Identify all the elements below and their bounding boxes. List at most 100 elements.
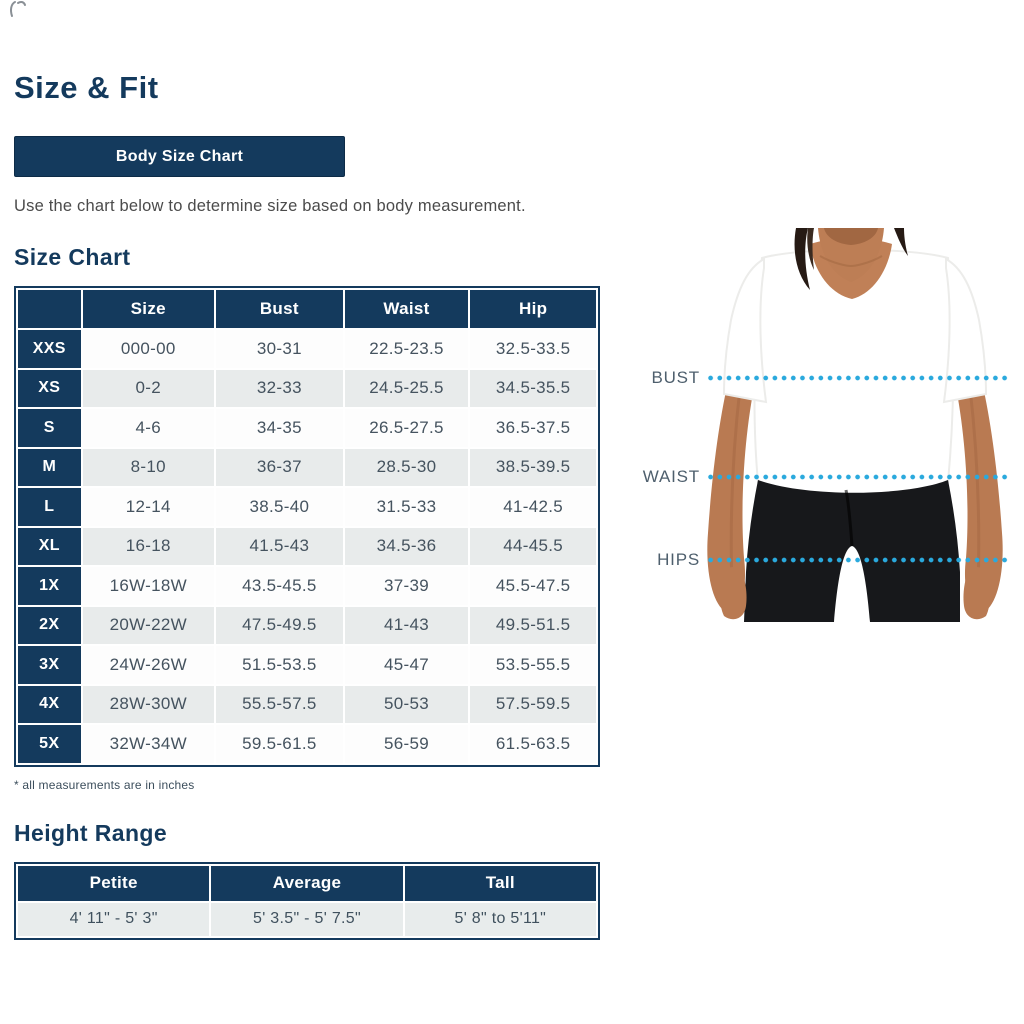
- height-range-table: Petite Average Tall 4' 11" - 5' 3" 5' 3.…: [14, 861, 600, 940]
- column-header-average: Average: [211, 865, 403, 901]
- bust-cell: 43.5-45.5: [216, 567, 343, 605]
- hip-cell: 61.5-63.5: [470, 725, 596, 763]
- size-row-3x: 3X 24W-26W 51.5-53.5 45-47 53.5-55.5: [18, 646, 596, 684]
- height-range-header-row: Petite Average Tall: [18, 865, 596, 901]
- waist-cell: 24.5-25.5: [344, 369, 469, 407]
- hip-cell: 53.5-55.5: [470, 646, 596, 684]
- bust-cell: 36-37: [216, 448, 343, 486]
- hip-cell: 41-42.5: [470, 488, 596, 526]
- average-range-cell: 5' 3.5" - 5' 7.5": [211, 902, 403, 936]
- height-range-values-row: 4' 11" - 5' 3" 5' 3.5" - 5' 7.5" 5' 8" t…: [18, 902, 596, 936]
- row-label: 1X: [18, 567, 81, 605]
- size-row-m: M 8-10 36-37 28.5-30 38.5-39.5: [18, 448, 596, 486]
- corner-artifact: [10, 0, 26, 17]
- hip-cell: 32.5-33.5: [470, 330, 596, 368]
- measurement-figure: BUST WAIST HIPS: [620, 228, 1020, 628]
- measurements-footnote: * all measurements are in inches: [14, 777, 195, 792]
- size-row-5x: 5X 32W-34W 59.5-61.5 56-59 61.5-63.5: [18, 725, 596, 763]
- size-cell: 28W-30W: [82, 685, 215, 723]
- hip-cell: 57.5-59.5: [470, 685, 596, 723]
- column-header-size: Size: [82, 290, 215, 328]
- bust-cell: 59.5-61.5: [216, 725, 343, 763]
- hips-label: HIPS: [657, 550, 700, 569]
- column-header-bust: Bust: [216, 290, 343, 328]
- row-label: 2X: [18, 606, 81, 644]
- size-row-xs: XS 0-2 32-33 24.5-25.5 34.5-35.5: [18, 369, 596, 407]
- size-chart-table: Size Bust Waist Hip XXS 000-00 30-31 22.…: [14, 286, 600, 767]
- waist-cell: 41-43: [344, 606, 469, 644]
- waist-label: WAIST: [642, 467, 700, 486]
- waist-cell: 22.5-23.5: [344, 330, 469, 368]
- size-cell: 16-18: [82, 527, 215, 565]
- column-header-waist: Waist: [344, 290, 469, 328]
- row-label: XL: [18, 527, 81, 565]
- waist-cell: 56-59: [344, 725, 469, 763]
- hip-cell: 36.5-37.5: [470, 409, 596, 447]
- row-label: XXS: [18, 330, 81, 368]
- row-label: M: [18, 448, 81, 486]
- waist-dotted-line: [706, 474, 1011, 480]
- size-cell: 16W-18W: [82, 567, 215, 605]
- row-label: 5X: [18, 725, 81, 763]
- model-photo: [707, 228, 1003, 622]
- bust-dotted-line: [706, 375, 1011, 381]
- size-cell: 000-00: [82, 330, 215, 368]
- row-label: XS: [18, 369, 81, 407]
- bust-cell: 34-35: [216, 409, 343, 447]
- hips-dotted-line: [706, 557, 1011, 563]
- intro-text: Use the chart below to determine size ba…: [14, 197, 526, 215]
- size-cell: 32W-34W: [82, 725, 215, 763]
- size-row-xxs: XXS 000-00 30-31 22.5-23.5 32.5-33.5: [18, 330, 596, 368]
- waist-cell: 50-53: [344, 685, 469, 723]
- column-header-petite: Petite: [18, 865, 210, 901]
- row-label: L: [18, 488, 81, 526]
- size-chart-heading: Size Chart: [14, 244, 131, 270]
- row-label: 4X: [18, 685, 81, 723]
- size-cell: 4-6: [82, 409, 215, 447]
- size-row-1x: 1X 16W-18W 43.5-45.5 37-39 45.5-47.5: [18, 567, 596, 605]
- bust-measurement: BUST: [620, 368, 1011, 388]
- page-title: Size & Fit: [14, 70, 159, 105]
- hip-cell: 45.5-47.5: [470, 567, 596, 605]
- size-cell: 12-14: [82, 488, 215, 526]
- bust-cell: 32-33: [216, 369, 343, 407]
- tall-range-cell: 5' 8" to 5'11": [404, 902, 596, 936]
- bust-cell: 41.5-43: [216, 527, 343, 565]
- hip-cell: 38.5-39.5: [470, 448, 596, 486]
- size-row-l: L 12-14 38.5-40 31.5-33 41-42.5: [18, 488, 596, 526]
- size-row-4x: 4X 28W-30W 55.5-57.5 50-53 57.5-59.5: [18, 685, 596, 723]
- petite-range-cell: 4' 11" - 5' 3": [18, 902, 210, 936]
- size-cell: 24W-26W: [82, 646, 215, 684]
- size-chart-header-row: Size Bust Waist Hip: [18, 290, 596, 328]
- waist-cell: 37-39: [344, 567, 469, 605]
- waist-measurement: WAIST: [620, 467, 1011, 487]
- hip-cell: 44-45.5: [470, 527, 596, 565]
- hips-measurement: HIPS: [620, 550, 1011, 570]
- size-cell: 20W-22W: [82, 606, 215, 644]
- row-label: S: [18, 409, 81, 447]
- column-header-tall: Tall: [404, 865, 596, 901]
- bust-label: BUST: [651, 368, 700, 387]
- body-size-chart-button[interactable]: Body Size Chart: [14, 136, 345, 177]
- hip-cell: 34.5-35.5: [470, 369, 596, 407]
- size-cell: 0-2: [82, 369, 215, 407]
- height-range-heading: Height Range: [14, 819, 168, 846]
- hip-cell: 49.5-51.5: [470, 606, 596, 644]
- size-row-2x: 2X 20W-22W 47.5-49.5 41-43 49.5-51.5: [18, 606, 596, 644]
- waist-cell: 31.5-33: [344, 488, 469, 526]
- waist-cell: 34.5-36: [344, 527, 469, 565]
- bust-cell: 55.5-57.5: [216, 685, 343, 723]
- size-row-xl: XL 16-18 41.5-43 34.5-36 44-45.5: [18, 527, 596, 565]
- column-header-hip: Hip: [470, 290, 596, 328]
- corner-cell: [18, 290, 81, 328]
- row-label: 3X: [18, 646, 81, 684]
- bust-cell: 30-31: [216, 330, 343, 368]
- size-fit-content: Size & Fit Body Size Chart Use the chart…: [14, 0, 604, 940]
- size-row-s: S 4-6 34-35 26.5-27.5 36.5-37.5: [18, 409, 596, 447]
- size-cell: 8-10: [82, 448, 215, 486]
- bust-cell: 51.5-53.5: [216, 646, 343, 684]
- waist-cell: 26.5-27.5: [344, 409, 469, 447]
- bust-cell: 38.5-40: [216, 488, 343, 526]
- bust-cell: 47.5-49.5: [216, 606, 343, 644]
- waist-cell: 28.5-30: [344, 448, 469, 486]
